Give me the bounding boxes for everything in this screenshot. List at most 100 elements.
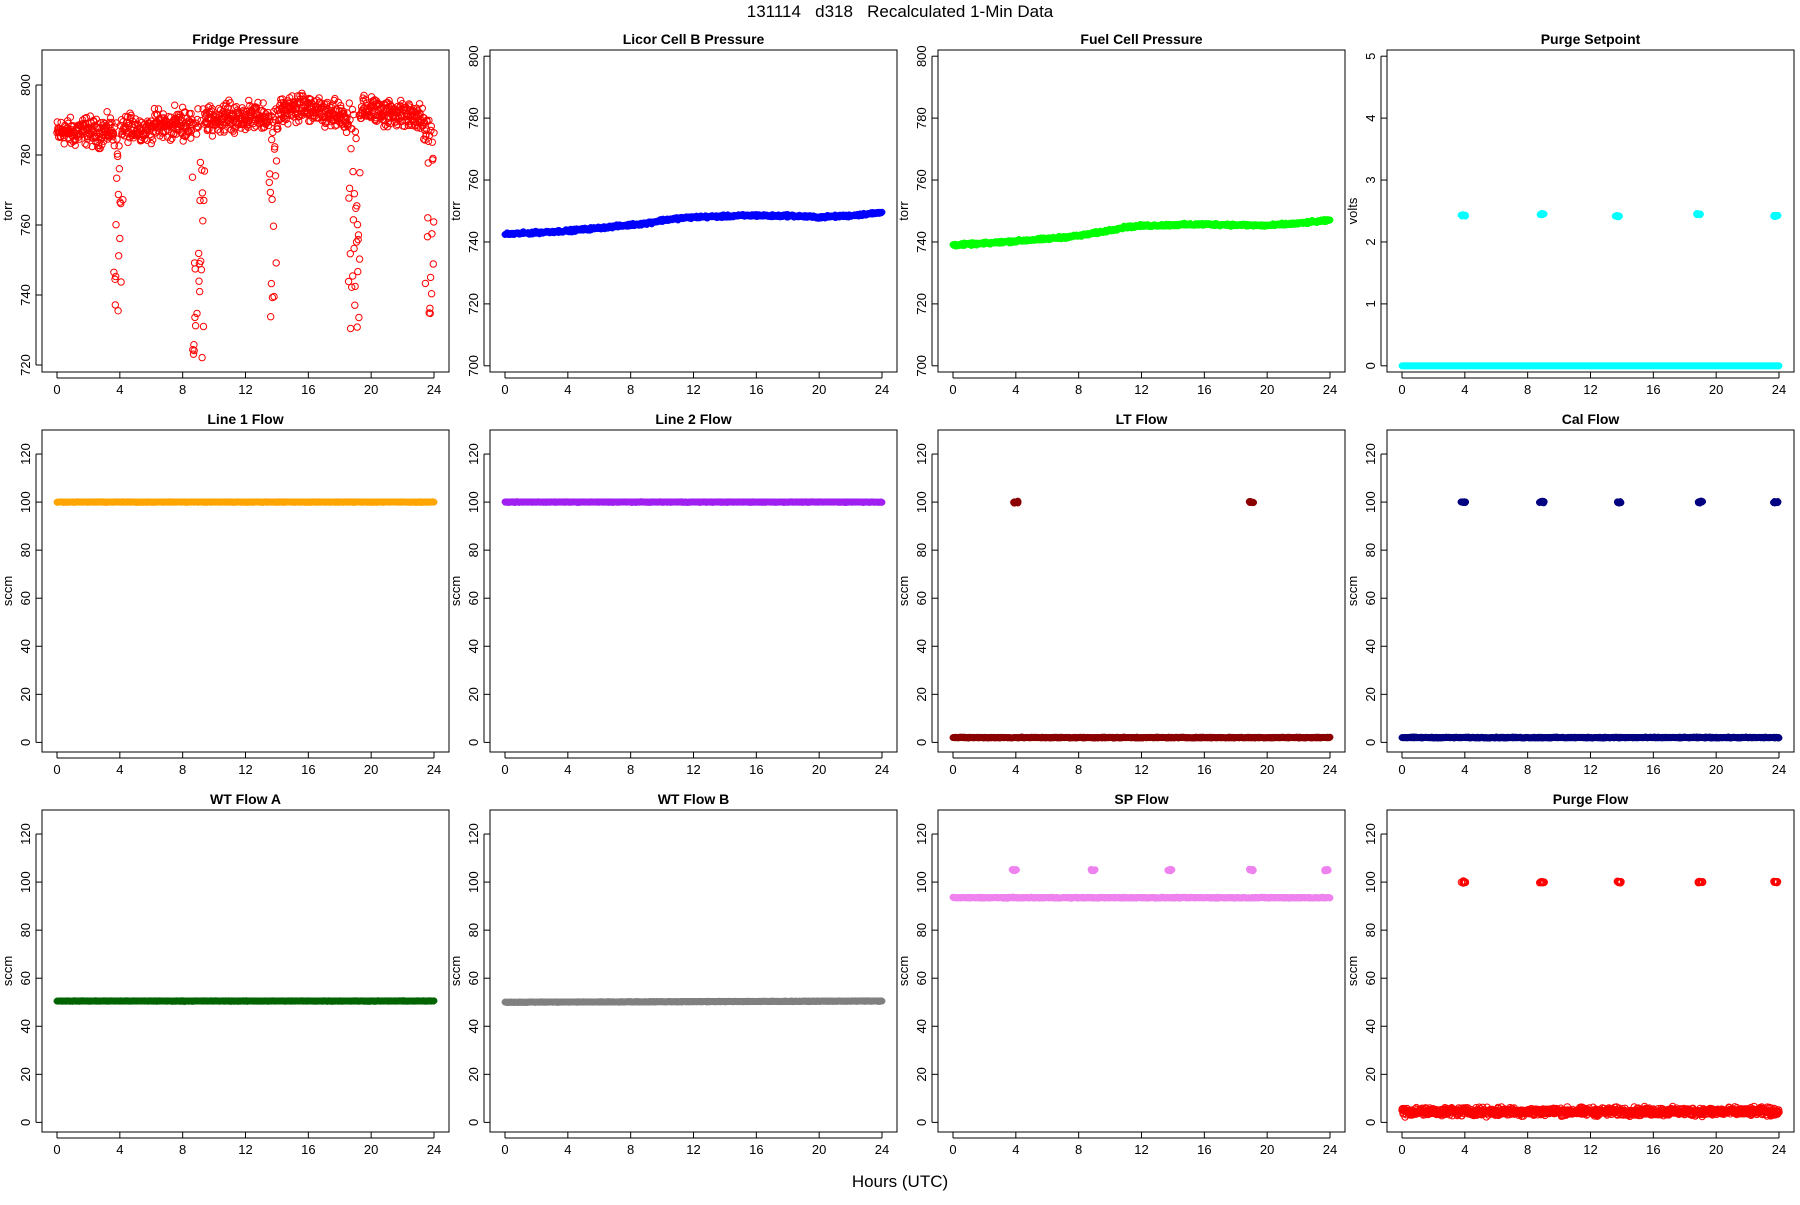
x-tick-label: 4	[564, 762, 571, 777]
x-tick-label: 24	[1323, 762, 1337, 777]
data-point	[346, 100, 352, 106]
x-tick-label: 4	[116, 762, 123, 777]
data-point	[199, 190, 205, 196]
data-points	[502, 499, 885, 506]
y-tick-label: 40	[18, 639, 33, 653]
data-point	[351, 191, 357, 197]
data-point	[199, 354, 205, 360]
data-point	[268, 280, 274, 286]
x-tick-label: 0	[949, 762, 956, 777]
x-tick-label: 4	[1012, 762, 1019, 777]
x-tick-label: 8	[179, 382, 186, 397]
data-point	[116, 143, 122, 149]
x-tick-label: 24	[1323, 382, 1337, 397]
data-point	[116, 166, 122, 172]
data-point	[269, 196, 275, 202]
y-tick-label: 80	[914, 543, 929, 557]
y-axis-label: torr	[896, 201, 911, 221]
data-point	[431, 499, 437, 505]
y-tick-label: 100	[18, 491, 33, 513]
y-tick-label: 20	[466, 687, 481, 701]
y-axis-label: volts	[1345, 197, 1360, 224]
data-point	[196, 250, 202, 256]
data-point	[112, 302, 118, 308]
plot-frame	[42, 50, 449, 372]
y-tick-label: 40	[466, 639, 481, 653]
data-point	[197, 159, 203, 165]
y-tick-label: 0	[914, 739, 929, 746]
y-axis-label: sccm	[448, 576, 463, 606]
y-axis-label: sccm	[896, 576, 911, 606]
y-tick-label: 100	[914, 491, 929, 513]
x-tick-label: 24	[427, 762, 441, 777]
plot-frame	[490, 430, 897, 752]
x-tick-label: 16	[1646, 382, 1660, 397]
x-tick-label: 4	[1012, 382, 1019, 397]
y-tick-label: 800	[466, 45, 481, 67]
data-points	[54, 90, 437, 361]
data-point	[1616, 213, 1622, 219]
y-tick-label: 60	[466, 591, 481, 605]
y-tick-label: 700	[914, 355, 929, 377]
x-tick-label: 16	[1197, 382, 1211, 397]
y-tick-label: 720	[18, 354, 33, 376]
y-tick-label: 800	[914, 45, 929, 67]
data-point	[115, 191, 121, 197]
data-point	[346, 195, 352, 201]
data-point	[114, 175, 120, 181]
data-point	[172, 102, 178, 108]
y-tick-label: 760	[914, 169, 929, 191]
data-point	[422, 280, 428, 286]
x-tick-label: 16	[749, 382, 763, 397]
data-point	[348, 146, 354, 152]
x-tick-label: 8	[627, 382, 634, 397]
y-tick-label: 4	[1363, 114, 1378, 121]
data-point	[268, 314, 274, 320]
x-tick-label: 0	[53, 762, 60, 777]
data-point	[351, 245, 357, 251]
data-point	[107, 115, 113, 121]
data-point	[189, 174, 195, 180]
data-point	[431, 219, 437, 225]
y-tick-label: 5	[1363, 53, 1378, 60]
x-tick-label: 12	[238, 382, 252, 397]
y-axis-label: torr	[448, 201, 463, 221]
y-tick-label: 120	[18, 443, 33, 465]
data-point	[430, 261, 436, 267]
y-tick-label: 740	[914, 231, 929, 253]
y-tick-label: 1	[1363, 300, 1378, 307]
plot-frame	[938, 50, 1345, 372]
x-tick-label: 12	[238, 762, 252, 777]
data-point	[270, 223, 276, 229]
y-tick-label: 0	[1363, 362, 1378, 369]
data-point	[356, 256, 362, 262]
data-points	[950, 216, 1333, 249]
y-tick-label: 20	[18, 687, 33, 701]
x-tick-label: 20	[812, 382, 826, 397]
data-point	[118, 279, 124, 285]
data-point	[879, 209, 885, 215]
y-tick-label: 40	[914, 639, 929, 653]
data-point	[1694, 210, 1700, 216]
data-point	[115, 308, 121, 314]
data-point	[355, 268, 361, 274]
data-point	[428, 123, 434, 129]
plot-frame	[42, 430, 449, 752]
data-point	[346, 185, 352, 191]
y-tick-label: 0	[466, 739, 481, 746]
data-point	[61, 141, 67, 147]
y-tick-label: 80	[466, 543, 481, 557]
data-point	[1327, 217, 1333, 223]
x-tick-label: 8	[1075, 382, 1082, 397]
x-tick-label: 8	[179, 762, 186, 777]
data-point	[113, 222, 119, 228]
x-tick-label: 8	[1524, 382, 1531, 397]
data-point	[266, 179, 272, 185]
data-point	[356, 314, 362, 320]
y-tick-label: 700	[466, 355, 481, 377]
x-tick-label: 20	[1260, 762, 1274, 777]
data-point	[1538, 212, 1544, 218]
data-points	[54, 499, 437, 506]
x-tick-label: 0	[501, 762, 508, 777]
y-tick-label: 20	[914, 687, 929, 701]
